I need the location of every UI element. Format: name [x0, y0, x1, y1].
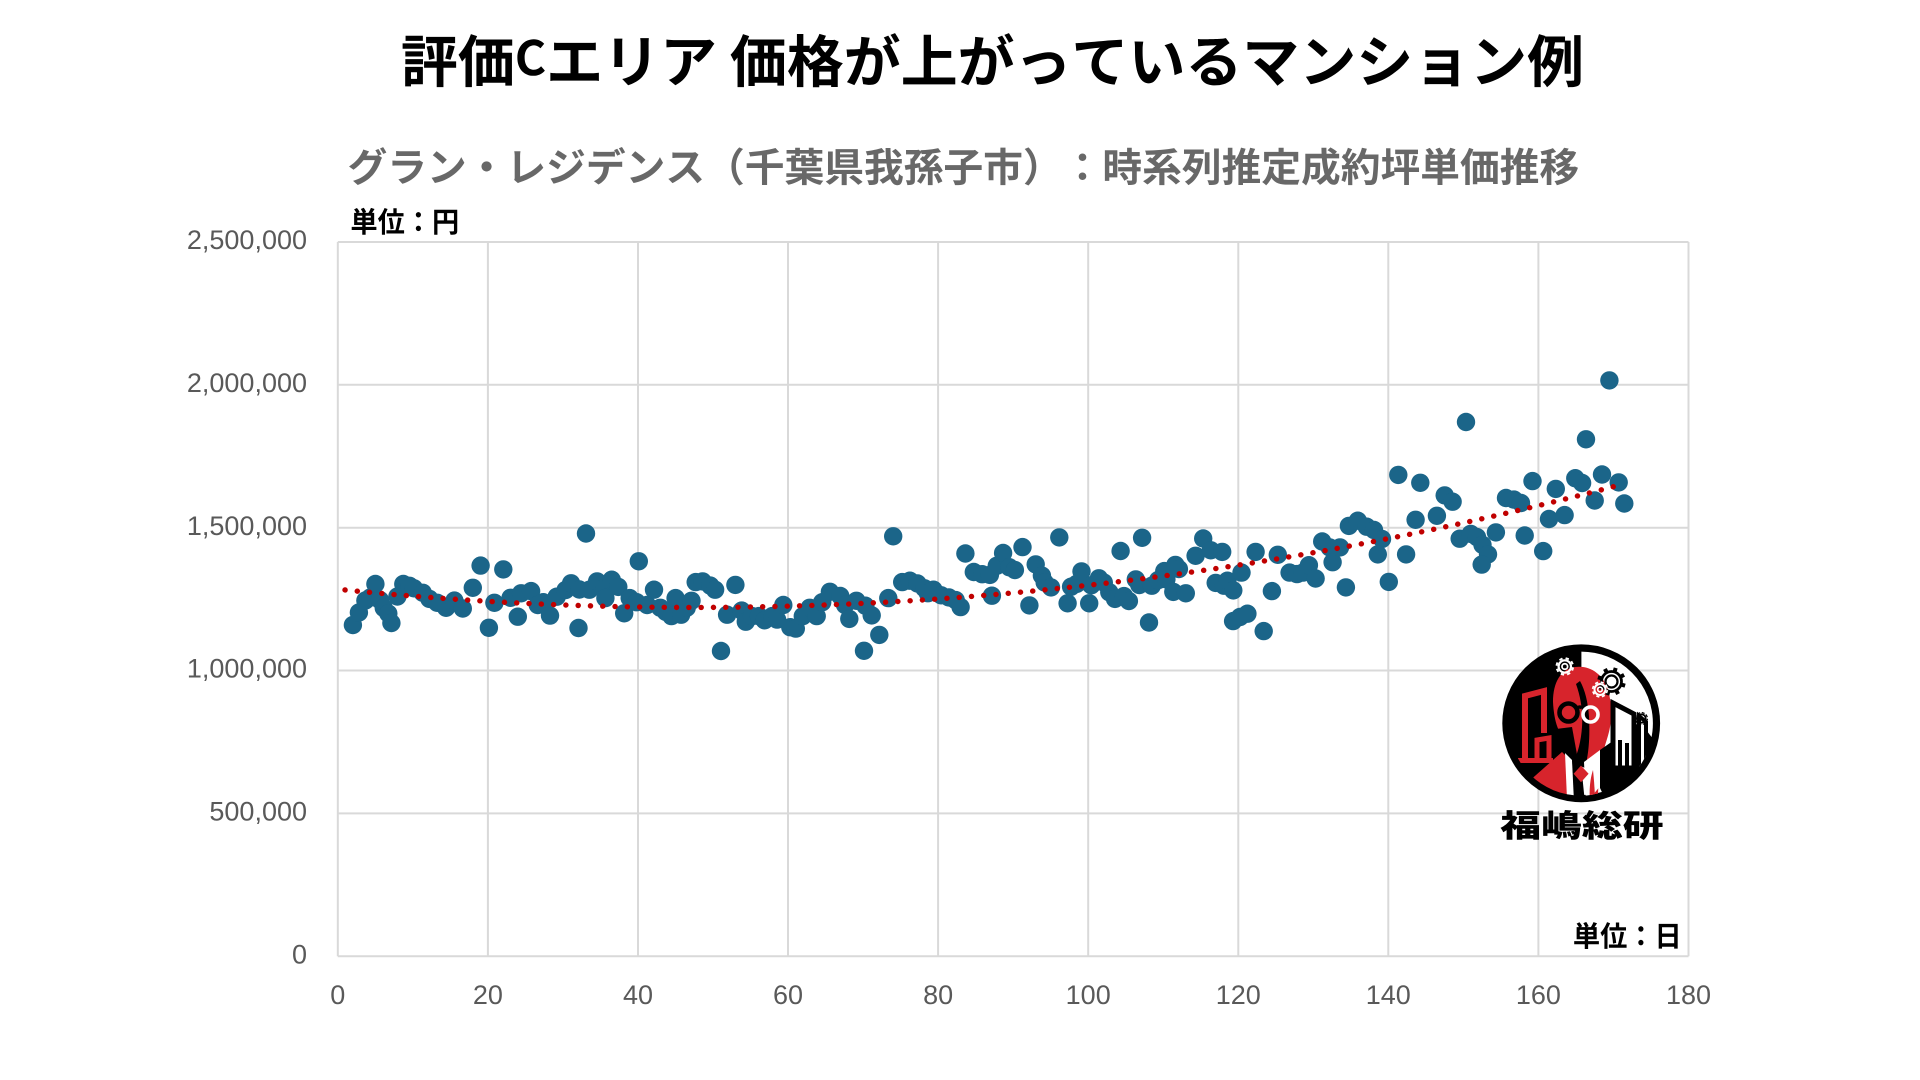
svg-text:1,500,000: 1,500,000: [187, 511, 307, 541]
svg-text:160: 160: [1516, 980, 1561, 1010]
svg-text:1,000,000: 1,000,000: [187, 654, 307, 684]
svg-text:100: 100: [1066, 980, 1111, 1010]
svg-text:500,000: 500,000: [209, 797, 307, 827]
svg-text:2,500,000: 2,500,000: [187, 225, 307, 255]
svg-text:140: 140: [1366, 980, 1411, 1010]
svg-text:0: 0: [330, 980, 345, 1010]
svg-text:120: 120: [1216, 980, 1261, 1010]
svg-text:60: 60: [773, 980, 803, 1010]
svg-text:0: 0: [292, 939, 307, 969]
svg-text:80: 80: [923, 980, 953, 1010]
svg-text:40: 40: [623, 980, 653, 1010]
svg-text:20: 20: [473, 980, 503, 1010]
svg-text:2,000,000: 2,000,000: [187, 368, 307, 398]
svg-text:180: 180: [1666, 980, 1711, 1010]
